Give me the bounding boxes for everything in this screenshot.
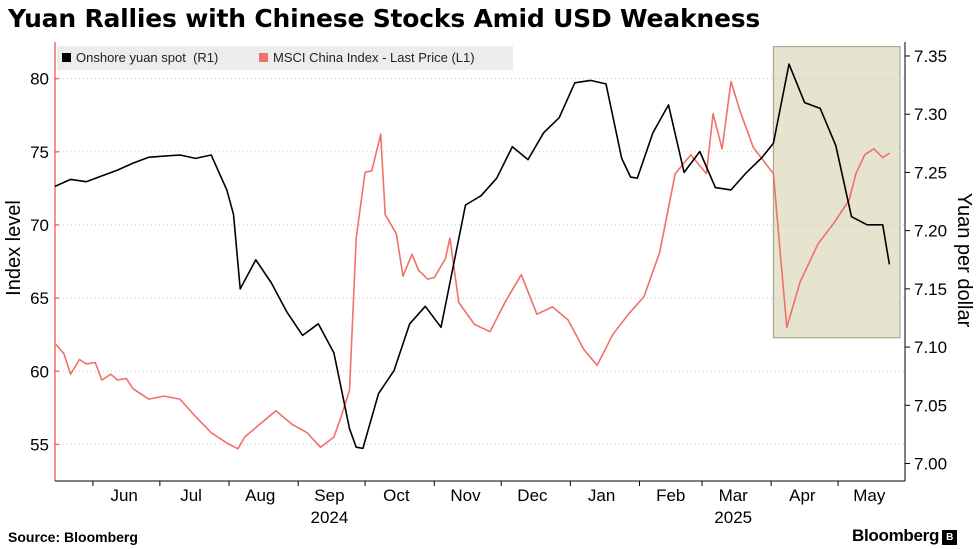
legend-label-yuan: Onshore yuan spot (R1) — [76, 50, 218, 65]
series-layer — [54, 63, 891, 450]
x-year-label-2025: 2025 — [714, 508, 752, 527]
brand-name: Bloomberg — [852, 526, 940, 545]
x-tick-label-sep: Sep — [314, 486, 344, 505]
y-tick-label-right: 7.00 — [914, 455, 947, 474]
y-axis-label-left: Index level — [3, 200, 25, 296]
legend-background — [57, 46, 513, 70]
axis-layer: 55 60 65 70 75 80 7.00 7.05 7.10 7.15 7.20 7.25 7.30… — [30, 42, 947, 527]
x-year-label-2024: 2024 — [310, 508, 348, 527]
y-tick-label-left: 55 — [30, 435, 49, 454]
x-tick-label-aug: Aug — [245, 486, 275, 505]
x-tick-label-apr: Apr — [789, 486, 816, 505]
chart-legend: Onshore yuan spot (R1) MSCI China Index … — [57, 46, 513, 70]
chart-title: Yuan Rallies with Chinese Stocks Amid US… — [8, 4, 761, 33]
x-tick-label-jan: Jan — [588, 486, 615, 505]
x-tick-label-may: May — [853, 486, 886, 505]
y-tick-label-right: 7.10 — [914, 338, 947, 357]
bloomberg-mark-icon: B — [942, 530, 958, 545]
x-tick-label-mar: Mar — [719, 486, 749, 505]
x-tick-label-jul: Jul — [180, 486, 202, 505]
y-tick-label-right: 7.30 — [914, 105, 947, 124]
x-tick-label-oct: Oct — [383, 486, 410, 505]
y-tick-label-left: 75 — [30, 143, 49, 162]
y-tick-label-right: 7.20 — [914, 222, 947, 241]
source-note: Source: Bloomberg — [8, 529, 138, 545]
highlight-region — [772, 46, 901, 339]
bloomberg-logo: Bloomberg B — [852, 526, 958, 546]
legend-swatch-yuan — [62, 53, 71, 62]
x-tick-label-feb: Feb — [656, 486, 685, 505]
y-tick-label-right: 7.25 — [914, 163, 947, 182]
onshore-yuan-line — [54, 63, 891, 450]
legend-swatch-msci — [259, 53, 268, 62]
x-tick-label-dec: Dec — [517, 486, 548, 505]
x-tick-label-jun: Jun — [110, 486, 137, 505]
msci-china-line — [54, 80, 890, 450]
legend-label-msci: MSCI China Index - Last Price (L1) — [273, 50, 475, 65]
highlight-layer — [772, 46, 901, 339]
y-tick-label-left: 70 — [30, 216, 49, 235]
y-tick-label-right: 7.05 — [914, 396, 947, 415]
y-tick-label-left: 80 — [30, 70, 49, 89]
y-tick-label-right: 7.35 — [914, 47, 947, 66]
y-tick-label-left: 60 — [30, 362, 49, 381]
grid-layer — [55, 78, 905, 445]
y-tick-label-left: 65 — [30, 289, 49, 308]
x-tick-label-nov: Nov — [450, 486, 481, 505]
y-tick-label-right: 7.15 — [914, 280, 947, 299]
y-axis-label-right: Yuan per dollar — [953, 193, 975, 328]
